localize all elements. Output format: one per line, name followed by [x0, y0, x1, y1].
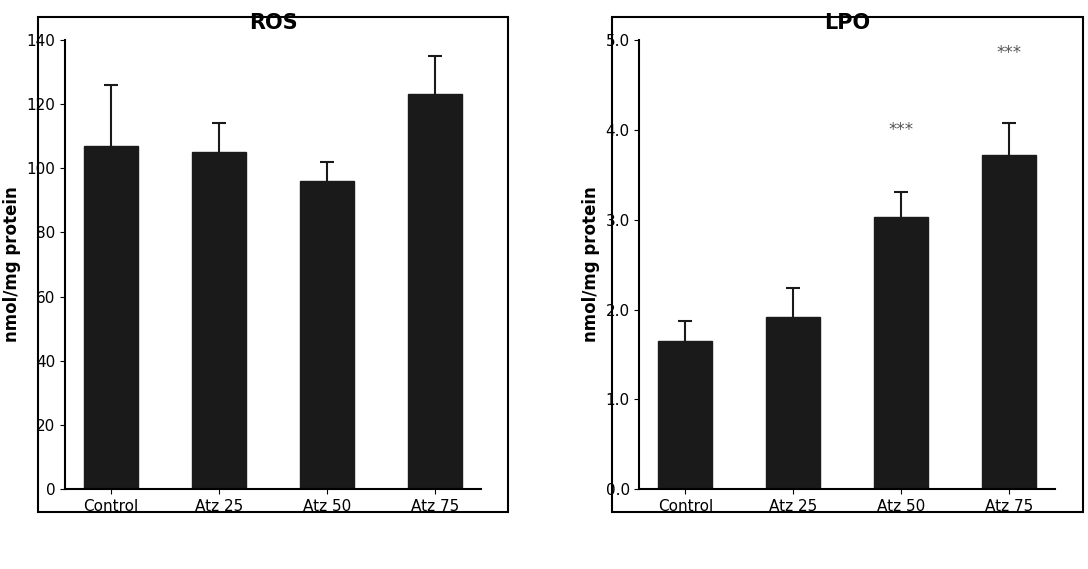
Bar [766, 317, 820, 489]
Bar [193, 152, 246, 489]
Text: ***: *** [889, 121, 914, 139]
Text: ***: *** [997, 44, 1022, 62]
Bar [875, 217, 928, 489]
Bar [408, 94, 462, 489]
Title: LPO: LPO [825, 13, 870, 33]
Bar [658, 341, 713, 489]
Title: ROS: ROS [249, 13, 298, 33]
Y-axis label: nmol/mg protein: nmol/mg protein [582, 187, 599, 343]
Y-axis label: nmol/mg protein: nmol/mg protein [3, 187, 21, 343]
Bar [982, 155, 1037, 489]
Bar [300, 181, 355, 489]
Bar [84, 146, 138, 489]
